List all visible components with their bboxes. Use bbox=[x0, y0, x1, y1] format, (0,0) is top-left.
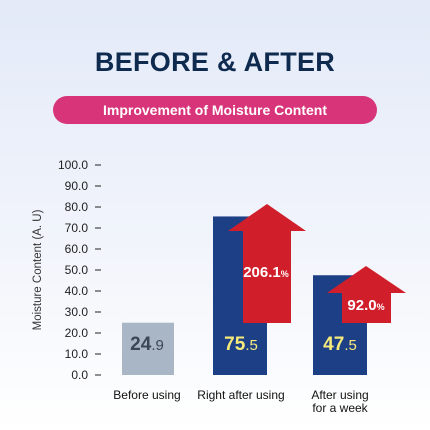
x-category-label: Before using bbox=[113, 388, 180, 402]
bars-group: 24.9 206.1% 75.5 92.0% 47.5 bbox=[122, 204, 406, 375]
bar-value-label: 24.9 bbox=[130, 334, 164, 355]
improvement-label: 206.1% bbox=[243, 264, 289, 281]
y-tick-label: 30.0 bbox=[65, 305, 89, 319]
x-category-label: After using for a week bbox=[311, 388, 368, 415]
improvement-arrow bbox=[228, 204, 306, 323]
x-axis-labels: Before using Right after using After using… bbox=[113, 388, 368, 415]
y-tick-label: 40.0 bbox=[65, 284, 89, 298]
improvement-arrow bbox=[327, 266, 406, 323]
bar-3: 92.0% 47.5 bbox=[313, 266, 406, 375]
y-tick-label: 0.0 bbox=[71, 368, 88, 382]
y-tick-label: 70.0 bbox=[65, 221, 89, 235]
y-tick-label: 20.0 bbox=[65, 326, 89, 340]
bar-rect bbox=[122, 322, 174, 375]
subtitle-banner: Improvement of Moisture Content bbox=[53, 96, 377, 124]
y-axis: 0.0 10.0 20.0 30.0 40.0 50.0 60.0 70.0 80.0 90.0 1… bbox=[58, 158, 101, 382]
bar-1: 24.9 bbox=[122, 322, 174, 375]
bar-value-label: 75.5 bbox=[224, 334, 258, 355]
y-axis-label: Moisture Content (A. U) bbox=[32, 209, 44, 330]
page-title: BEFORE & AFTER bbox=[94, 47, 336, 77]
y-tick-label: 90.0 bbox=[65, 179, 89, 193]
y-tick-label: 10.0 bbox=[65, 347, 89, 361]
y-tick-label: 100.0 bbox=[58, 158, 88, 172]
x-category-label: Right after using bbox=[197, 388, 284, 402]
y-tick-label: 60.0 bbox=[65, 242, 89, 256]
y-tick-label: 50.0 bbox=[65, 263, 89, 277]
bar-2: 206.1% 75.5 bbox=[213, 204, 306, 375]
y-tick-label: 80.0 bbox=[65, 200, 89, 214]
improvement-label: 92.0% bbox=[347, 297, 384, 314]
bar-value-label: 47.5 bbox=[323, 334, 357, 355]
